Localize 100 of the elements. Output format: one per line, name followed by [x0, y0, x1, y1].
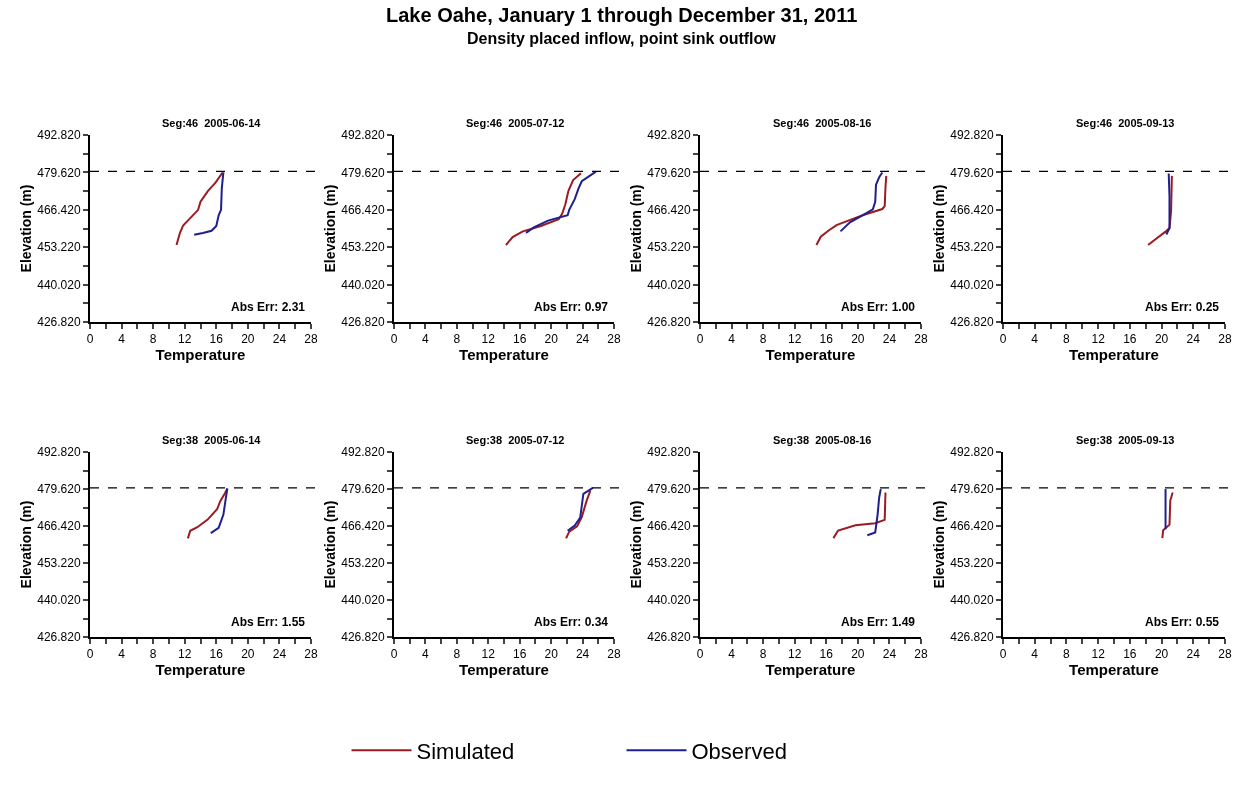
- x-tick-label: 0: [390, 647, 398, 662]
- y-tick-label: 479.620: [37, 482, 81, 497]
- x-tick-label: 8: [1063, 647, 1071, 662]
- x-tick-label: 12: [178, 647, 192, 662]
- x-tick-label: 28: [304, 332, 318, 347]
- y-tick-label: 479.620: [37, 165, 81, 180]
- x-tick-label: 20: [544, 647, 559, 662]
- y-tick-label: 479.620: [950, 165, 994, 180]
- x-tick-label: 4: [728, 332, 736, 347]
- line-series: [186, 487, 229, 540]
- y-tick-label: 479.620: [647, 165, 691, 180]
- y-axis-title: Elevation (m): [322, 500, 339, 589]
- y-tick-label: 440.020: [341, 593, 385, 608]
- x-tick-label: 24: [882, 647, 897, 662]
- y-tick-label: 492.820: [37, 128, 81, 143]
- y-tick-label: 453.220: [647, 240, 691, 255]
- x-tick-label: 16: [209, 332, 224, 347]
- y-tick-label: 453.220: [950, 240, 994, 255]
- x-axis-title: Temperature: [155, 346, 246, 364]
- y-tick-label: 440.020: [950, 593, 994, 608]
- x-tick-label: 0: [86, 647, 94, 662]
- x-tick-label: 20: [1154, 332, 1169, 347]
- x-tick-label: 0: [696, 647, 704, 662]
- y-tick-label: 479.620: [341, 482, 385, 497]
- x-tick-label: 0: [999, 647, 1007, 662]
- annotation: Abs Err: 0.25: [1145, 300, 1220, 314]
- x-tick-label: 28: [607, 332, 621, 347]
- x-tick-label: 24: [1186, 332, 1201, 347]
- x-tick-label: 8: [453, 647, 461, 662]
- x-tick-label: 8: [1063, 332, 1071, 347]
- x-tick-label: 0: [999, 332, 1007, 347]
- x-axis-title: Temperature: [1069, 346, 1159, 364]
- y-axis-title: Elevation (m): [628, 184, 645, 273]
- x-tick-label: 8: [149, 332, 157, 347]
- x-tick-label: 12: [178, 332, 192, 347]
- x-tick-label: 16: [1123, 647, 1137, 662]
- y-axis-title: Elevation (m): [931, 500, 948, 589]
- line-series: [815, 174, 888, 246]
- y-tick-label: 426.820: [37, 315, 81, 330]
- text: Lake Oahe, January 1 through December 31, 2011: [386, 4, 858, 26]
- line-series: [1161, 491, 1174, 540]
- y-tick-label: 453.220: [37, 240, 81, 255]
- y-tick-label: 426.820: [341, 630, 385, 645]
- x-tick-label: 12: [1091, 647, 1106, 662]
- line-series: [1147, 174, 1173, 246]
- y-tick-label: 466.420: [647, 203, 691, 217]
- y-tick-label: 440.020: [647, 277, 691, 292]
- x-tick-label: 28: [914, 647, 928, 662]
- y-tick-label: 492.820: [647, 128, 691, 143]
- y-tick-label: 453.220: [341, 556, 385, 571]
- x-tick-label: 4: [728, 647, 736, 662]
- chart-title: Seg:38 2005-09-13: [1076, 434, 1175, 446]
- x-tick-label: 4: [422, 647, 430, 662]
- line-series: [504, 172, 582, 246]
- x-tick-label: 24: [575, 332, 590, 347]
- y-tick-label: 453.220: [37, 556, 81, 571]
- x-axis-title: Temperature: [459, 346, 549, 364]
- y-tick-label: 426.820: [647, 315, 691, 330]
- y-tick-label: 453.220: [950, 556, 994, 571]
- x-tick-label: 28: [607, 647, 621, 662]
- x-axis-title: Temperature: [765, 346, 856, 364]
- x-tick-label: 20: [851, 647, 865, 662]
- y-tick-label: 440.020: [647, 593, 691, 608]
- x-tick-label: 24: [1186, 647, 1201, 662]
- x-tick-label: 12: [481, 332, 496, 347]
- line-series: [839, 171, 884, 233]
- x-tick-label: 8: [453, 332, 461, 347]
- line-series: [866, 488, 882, 537]
- y-tick-label: 466.420: [647, 519, 691, 534]
- y-tick-label: 466.420: [950, 519, 994, 534]
- annotation: Abs Err: 1.55: [231, 615, 306, 629]
- x-tick-label: 16: [513, 647, 527, 662]
- y-tick-label: 426.820: [37, 630, 81, 645]
- y-axis-title: Elevation (m): [931, 184, 948, 273]
- x-tick-label: 4: [118, 332, 126, 347]
- legend-label: Observed: [691, 738, 787, 764]
- x-tick-label: 8: [759, 647, 767, 662]
- x-tick-label: 4: [422, 332, 430, 347]
- text: Density placed inflow, point sink outflow: [467, 30, 777, 47]
- line-series: [832, 491, 887, 540]
- y-tick-label: 466.420: [37, 519, 81, 534]
- y-tick-label: 466.420: [950, 203, 994, 217]
- chart-title: Seg:46 2005-07-12: [466, 117, 565, 129]
- y-tick-label: 426.820: [950, 315, 994, 330]
- x-tick-label: 20: [1154, 647, 1169, 662]
- y-tick-label: 492.820: [950, 128, 994, 143]
- y-tick-label: 466.420: [341, 203, 385, 217]
- chart-title: Seg:38 2005-07-12: [466, 434, 565, 446]
- x-tick-label: 28: [914, 332, 928, 347]
- x-tick-label: 24: [272, 332, 287, 347]
- x-tick-label: 24: [882, 332, 897, 347]
- x-tick-label: 4: [118, 647, 126, 662]
- y-tick-label: 492.820: [647, 445, 691, 460]
- annotation: Abs Err: 1.49: [841, 615, 916, 629]
- y-tick-label: 426.820: [950, 630, 994, 645]
- x-tick-label: 16: [819, 647, 834, 662]
- y-tick-label: 440.020: [341, 277, 385, 292]
- x-axis-title: Temperature: [155, 661, 246, 679]
- y-tick-label: 466.420: [341, 519, 385, 534]
- line-series: [175, 171, 224, 246]
